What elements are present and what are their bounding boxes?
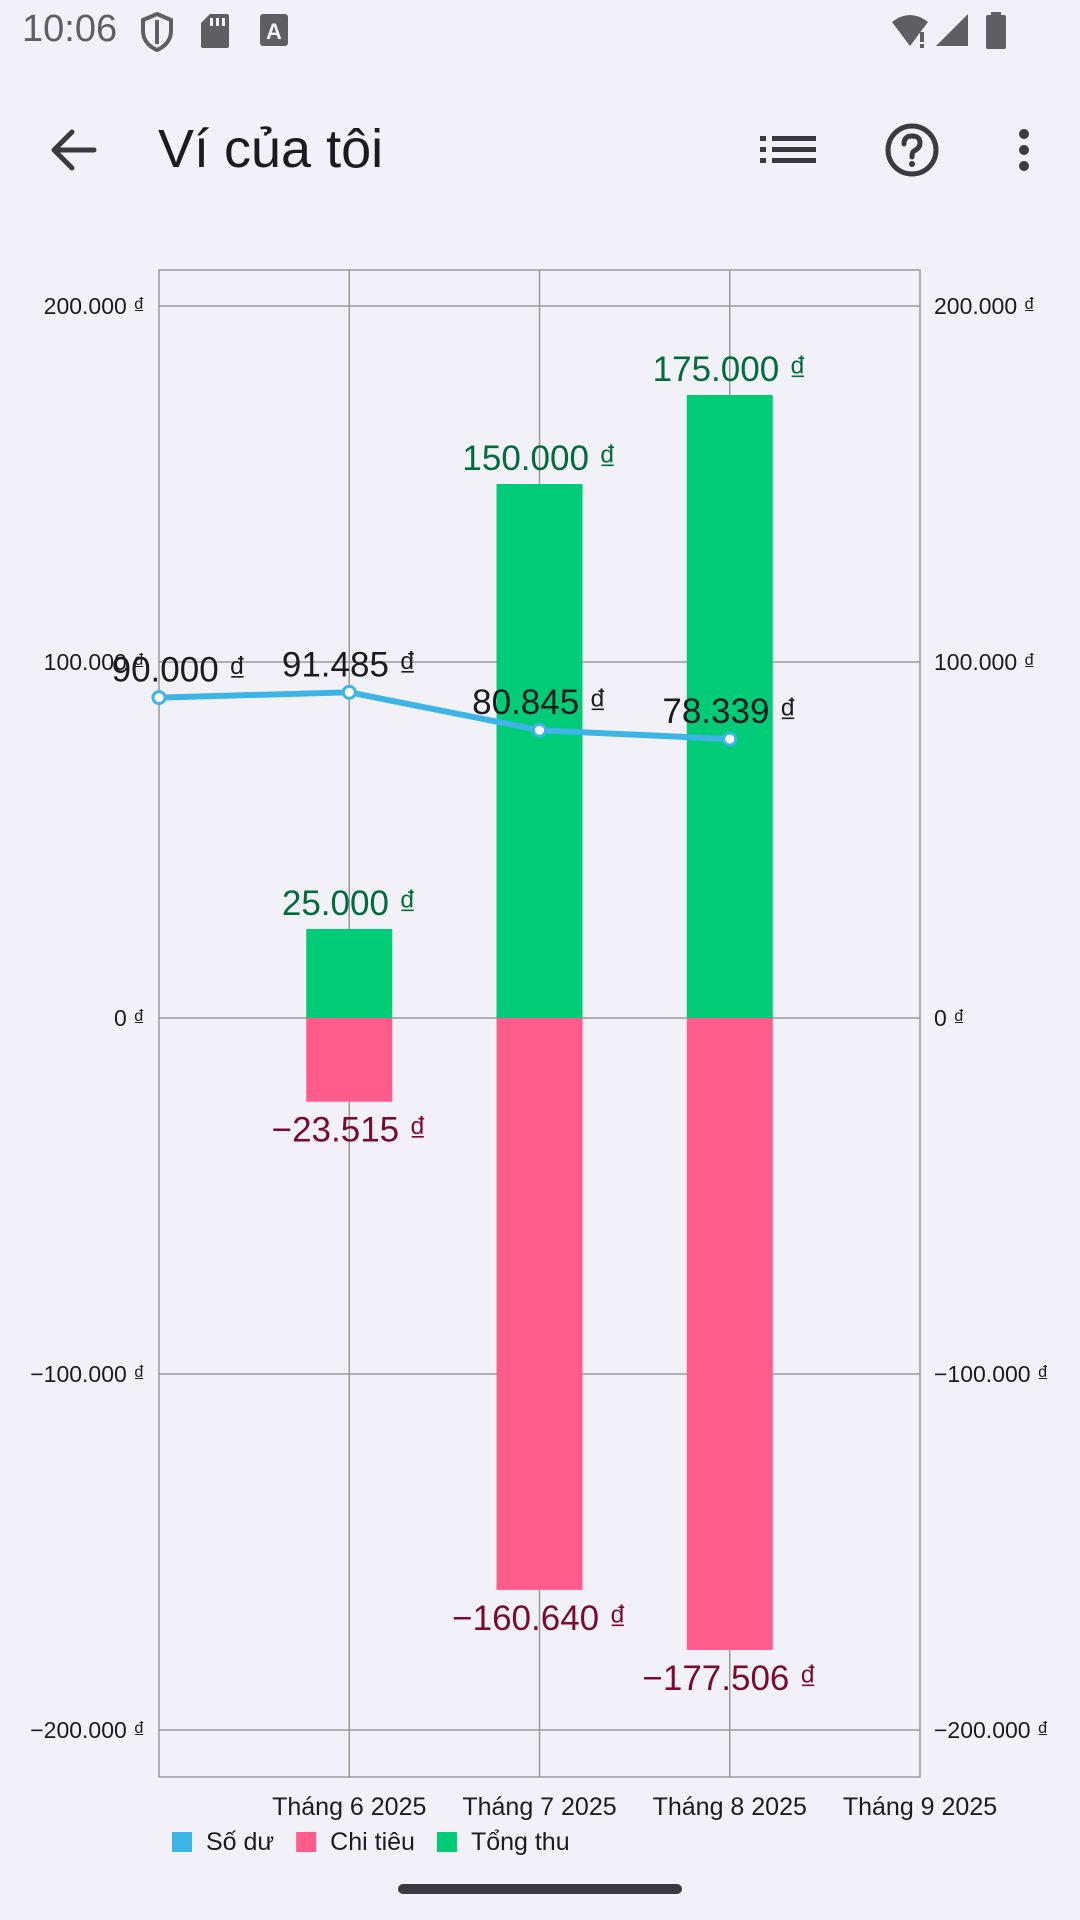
wifi-icon: [890, 12, 930, 53]
y-tick-label-right: 200.000 ₫: [934, 293, 1035, 319]
expense-bar: [686, 1018, 773, 1650]
y-tick-label-left: −200.000 ₫: [30, 1717, 145, 1743]
x-tick-label: Tháng 9 2025: [843, 1793, 997, 1821]
expense-bar: [306, 1018, 393, 1102]
balance-point-label: 91.485 ₫: [282, 645, 417, 684]
legend-label: Chi tiêu: [330, 1828, 415, 1856]
income-bar-label: 25.000 ₫: [282, 884, 417, 923]
y-tick-label-right: −100.000 ₫: [934, 1361, 1049, 1387]
balance-point-label: 90.000 ₫: [112, 651, 247, 690]
back-button[interactable]: [34, 110, 114, 190]
more-vert-icon: [1019, 129, 1029, 171]
expense-bar-label: −177.506 ₫: [642, 1659, 817, 1698]
y-tick-label-left: 0 ₫: [114, 1005, 145, 1031]
help-button[interactable]: [872, 110, 952, 190]
chart-canvas: 200.000 ₫ 200.000 ₫ 100.000 ₫ 100.000 ₫ 0 ₫ 0…: [30, 269, 1049, 1856]
y-tick-label-left: −100.000 ₫: [30, 1361, 145, 1387]
x-tick-label: Tháng 7 2025: [462, 1793, 616, 1821]
list-icon: [760, 136, 816, 163]
list-view-button[interactable]: [748, 110, 828, 190]
y-tick-label-left: 200.000 ₫: [44, 293, 145, 319]
income-bar: [686, 395, 773, 1018]
combined-chart[interactable]: 200.000 ₫ 200.000 ₫ 100.000 ₫ 100.000 ₫ 0 ₫ 0…: [0, 240, 1080, 1860]
more-options-button[interactable]: [1000, 110, 1048, 190]
legend-swatch: [172, 1832, 192, 1852]
svg-text:A: A: [266, 19, 282, 44]
signal-icon: [934, 12, 970, 53]
font-a-icon: A: [258, 12, 290, 53]
home-indicator[interactable]: [398, 1884, 682, 1894]
y-tick-label-right: −200.000 ₫: [934, 1717, 1049, 1743]
balance-point: [151, 690, 167, 706]
expense-bar-label: −160.640 ₫: [452, 1599, 627, 1638]
x-tick-label: Tháng 6 2025: [272, 1793, 426, 1821]
balance-point-label: 78.339 ₫: [662, 692, 797, 731]
expense-bar: [496, 1018, 583, 1590]
income-bar: [306, 929, 393, 1018]
x-tick-label: Tháng 8 2025: [653, 1793, 807, 1821]
balance-point-label: 80.845 ₫: [472, 683, 607, 722]
shield-icon: [140, 11, 174, 57]
legend-label: Số dư: [206, 1828, 274, 1856]
y-tick-label-right: 0 ₫: [934, 1005, 965, 1031]
income-bar: [496, 484, 583, 1018]
legend-swatch: [296, 1832, 317, 1852]
balance-line: [158, 689, 730, 743]
battery-icon: [984, 12, 1008, 55]
balance-point: [341, 684, 357, 700]
back-arrow-icon: [51, 129, 97, 171]
sd-card-icon: [200, 12, 230, 55]
y-tick-label-right: 100.000 ₫: [934, 649, 1035, 675]
income-bar-label: 175.000 ₫: [653, 350, 807, 389]
income-bar-label: 150.000 ₫: [462, 439, 616, 478]
status-bar: 10:06 A: [0, 0, 1080, 64]
balance-point: [532, 722, 547, 738]
y-tick-label-left: 100.000 ₫: [44, 649, 145, 675]
page-title: Ví của tôi: [158, 119, 384, 179]
legend-swatch: [436, 1832, 457, 1852]
help-icon: [885, 123, 939, 177]
legend-label: Tổng thu: [471, 1828, 570, 1856]
app-bar: Ví của tôi: [0, 80, 1080, 220]
balance-point: [722, 731, 738, 747]
status-time: 10:06: [22, 8, 118, 50]
expense-bar-label: −23.515 ₫: [272, 1111, 427, 1150]
